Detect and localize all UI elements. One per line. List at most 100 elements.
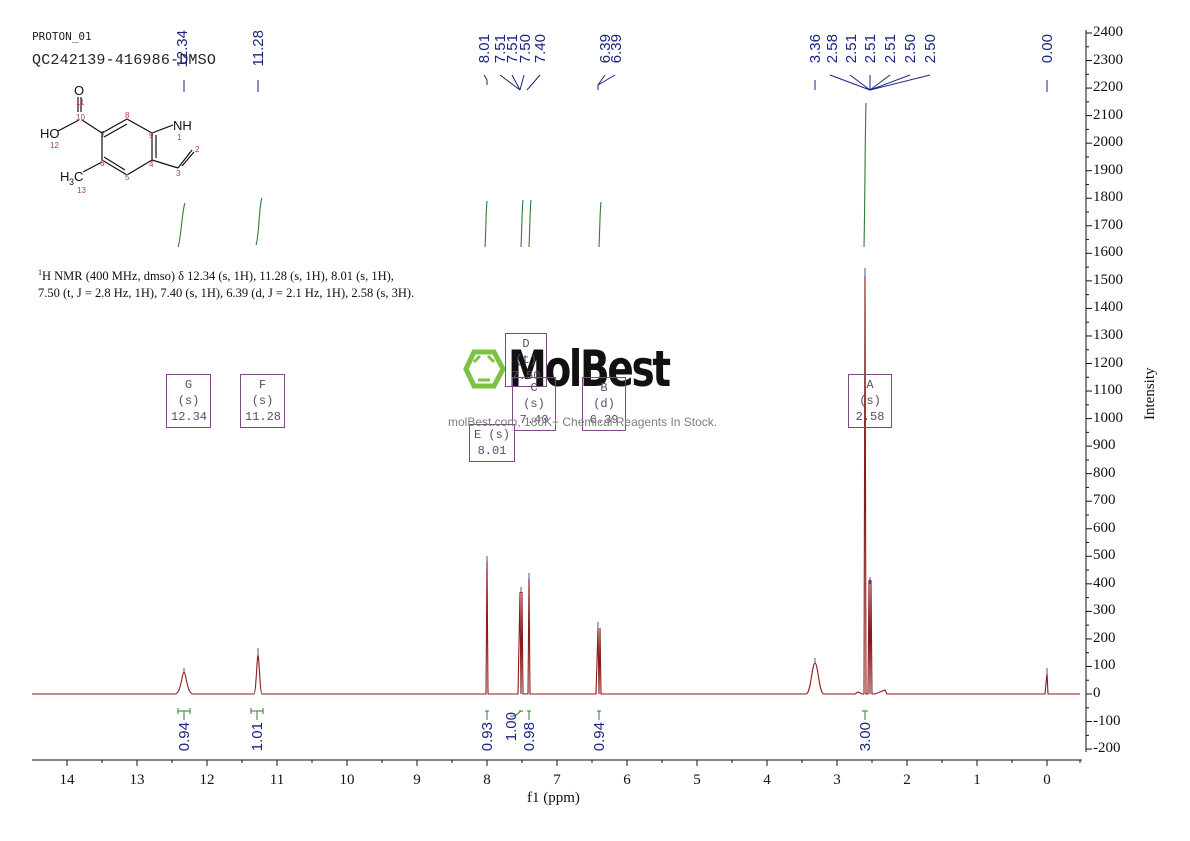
peak-label: 2.51	[862, 34, 879, 64]
svg-text:9: 9	[149, 131, 154, 140]
svg-text:7: 7	[101, 130, 106, 139]
y-tick-label: 2300	[1093, 51, 1123, 68]
peak-label: 3.36	[807, 34, 824, 64]
svg-text:H: H	[60, 169, 69, 184]
peak-label: 2.51	[882, 34, 899, 64]
integral-value: 1.00	[503, 712, 520, 742]
y-tick-label: 0	[1093, 685, 1101, 701]
svg-text:8: 8	[125, 111, 130, 120]
y-tick-label: 2400	[1093, 24, 1123, 40]
svg-text:12: 12	[50, 141, 59, 150]
integral-curves	[177, 102, 867, 248]
integral-value: 3.00	[857, 722, 874, 752]
integral-value: 0.94	[176, 722, 193, 752]
x-tick-label: 2	[903, 772, 911, 788]
peak-label: 2.50	[922, 34, 939, 64]
y-tick-label: 1800	[1093, 189, 1123, 206]
nmr-description: 1H NMR (400 MHz, dmso) δ 12.34 (s, 1H), …	[38, 268, 415, 301]
y-tick-label: -200	[1093, 740, 1121, 757]
integral-value: 0.93	[479, 722, 496, 752]
peak-label: 11.28	[250, 30, 267, 67]
svg-text:3: 3	[176, 169, 181, 178]
spectrum-trace	[32, 274, 1080, 695]
y-tick-label: 1100	[1093, 382, 1123, 399]
svg-text:6: 6	[100, 159, 105, 168]
y-tick-label: 700	[1093, 492, 1116, 509]
sample-title: QC242139-416986-DMSO	[32, 52, 217, 69]
y-tick-label: 2000	[1093, 134, 1123, 151]
x-tick-label: 6	[623, 772, 631, 788]
integral-value: 1.01	[249, 722, 266, 752]
peak-label: 2.50	[902, 34, 919, 64]
x-tick-label: 9	[413, 772, 421, 788]
y-tick-label: 100	[1093, 657, 1116, 674]
svg-text:11: 11	[76, 98, 85, 107]
multiplet-box-g: G (s) 12.34	[166, 374, 211, 428]
multiplet-box-b: B (d) 6.39	[582, 377, 626, 431]
y-tick-label: 1200	[1093, 354, 1123, 371]
integral-value: 0.98	[521, 722, 538, 752]
multiplet-box-f: F (s) 11.28	[240, 374, 285, 428]
y-tick-label: 600	[1093, 519, 1116, 536]
y-tick-label: 1000	[1093, 409, 1123, 426]
multiplet-box-d: D (t) 7.50	[505, 333, 547, 387]
x-tick-label: 3	[833, 772, 841, 788]
svg-text:O: O	[74, 83, 84, 98]
molbest-logo-icon	[463, 349, 506, 389]
peak-label: 0.00	[1039, 34, 1056, 64]
y-tick-label: 1700	[1093, 216, 1123, 233]
peak-label: 7.40	[532, 34, 549, 64]
y-tick-label: 400	[1093, 574, 1116, 591]
multiplet-box-a: A (s) 2.58	[848, 374, 892, 428]
y-tick-label: 2200	[1093, 79, 1123, 96]
x-tick-label: 5	[693, 772, 701, 788]
x-tick-label: 11	[269, 772, 285, 788]
y-tick-label: 900	[1093, 437, 1116, 454]
multiplet-box-c: C (s) 7.40	[512, 377, 556, 431]
y-tick-label: 500	[1093, 547, 1116, 564]
y-tick-label: 200	[1093, 629, 1116, 646]
y-tick-label: 800	[1093, 464, 1116, 481]
y-tick-label: 1900	[1093, 161, 1123, 178]
experiment-title: PROTON_01	[32, 30, 92, 43]
svg-text:5: 5	[125, 173, 130, 182]
svg-text:NH: NH	[173, 118, 192, 133]
integral-value: 0.94	[591, 722, 608, 752]
y-tick-label: 2100	[1093, 106, 1123, 123]
svg-text:13: 13	[77, 186, 86, 195]
x-tick-label: 13	[129, 772, 145, 788]
peak-label: 8.01	[476, 34, 493, 64]
x-tick-label: 0	[1043, 772, 1051, 788]
x-axis	[32, 759, 1082, 766]
x-axis-label: f1 (ppm)	[527, 790, 580, 806]
y-tick-label: 1400	[1093, 299, 1123, 316]
multiplet-box-e: E (s) 8.01	[469, 424, 515, 462]
x-tick-label: 10	[339, 772, 355, 788]
svg-text:4: 4	[149, 160, 154, 169]
x-tick-label: 1	[973, 772, 981, 788]
x-tick-label: 4	[763, 772, 771, 788]
svg-text:C: C	[74, 169, 83, 184]
svg-text:2: 2	[195, 145, 200, 154]
peak-label: 2.58	[824, 34, 841, 64]
peak-label: 6.39	[608, 34, 625, 64]
x-tick-label: 12	[199, 772, 215, 788]
y-tick-label: 300	[1093, 602, 1116, 619]
y-tick-label: 1500	[1093, 271, 1123, 288]
y-tick-label: -100	[1093, 712, 1121, 729]
svg-text:1: 1	[177, 133, 182, 142]
y-axis-label: Intensity	[1142, 367, 1158, 421]
svg-text:10: 10	[76, 113, 85, 122]
x-tick-label: 14	[59, 772, 75, 788]
x-tick-label: 8	[483, 772, 491, 788]
watermark-tagline: molBest.com, 180K+ Chemical Reagents In …	[448, 415, 718, 429]
svg-text:HO: HO	[40, 126, 60, 141]
y-tick-label: 1300	[1093, 326, 1123, 343]
y-tick-label: 1600	[1093, 244, 1123, 261]
svg-text:3: 3	[69, 177, 74, 187]
peak-label: 12.34	[174, 30, 191, 68]
x-tick-label: 7	[553, 772, 561, 788]
peak-label: 2.51	[843, 34, 860, 64]
